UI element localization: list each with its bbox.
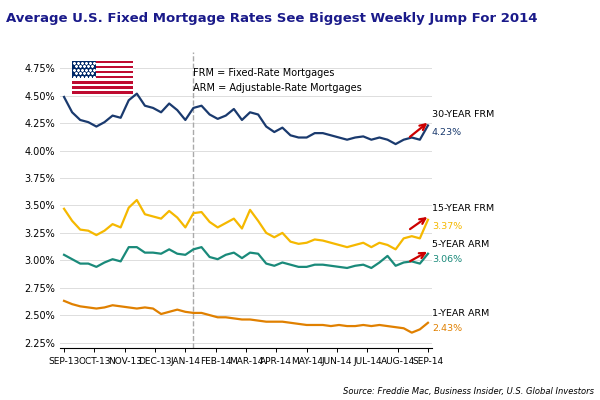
- Text: ARM = Adjustable-Rate Mortgages: ARM = Adjustable-Rate Mortgages: [193, 83, 362, 93]
- Text: FRM = Fixed-Rate Mortgages: FRM = Fixed-Rate Mortgages: [193, 68, 335, 78]
- Text: Source: Freddie Mac, Business Insider, U.S. Global Investors: Source: Freddie Mac, Business Insider, U…: [343, 387, 594, 396]
- Text: 4.23%: 4.23%: [432, 128, 462, 137]
- Bar: [72, 61, 97, 78]
- Bar: [72, 71, 133, 74]
- Bar: [72, 61, 133, 63]
- Text: 30-YEAR FRM: 30-YEAR FRM: [432, 110, 494, 119]
- Bar: [72, 63, 133, 66]
- Text: Average U.S. Fixed Mortgage Rates See Biggest Weekly Jump For 2014: Average U.S. Fixed Mortgage Rates See Bi…: [6, 12, 538, 25]
- Text: 3.37%: 3.37%: [432, 222, 462, 231]
- Bar: [72, 81, 133, 84]
- Bar: [72, 86, 133, 88]
- Bar: [72, 88, 133, 91]
- Bar: [72, 74, 133, 76]
- Text: 1-YEAR ARM: 1-YEAR ARM: [432, 310, 489, 318]
- Text: 3.06%: 3.06%: [432, 255, 462, 264]
- Text: 5-YEAR ARM: 5-YEAR ARM: [432, 240, 489, 249]
- Text: 2.43%: 2.43%: [432, 324, 462, 333]
- Bar: [72, 68, 133, 71]
- Bar: [72, 91, 133, 94]
- Bar: [72, 78, 133, 81]
- Bar: [72, 66, 133, 68]
- Text: 15-YEAR FRM: 15-YEAR FRM: [432, 204, 494, 213]
- Bar: [72, 76, 133, 78]
- Bar: [72, 84, 133, 86]
